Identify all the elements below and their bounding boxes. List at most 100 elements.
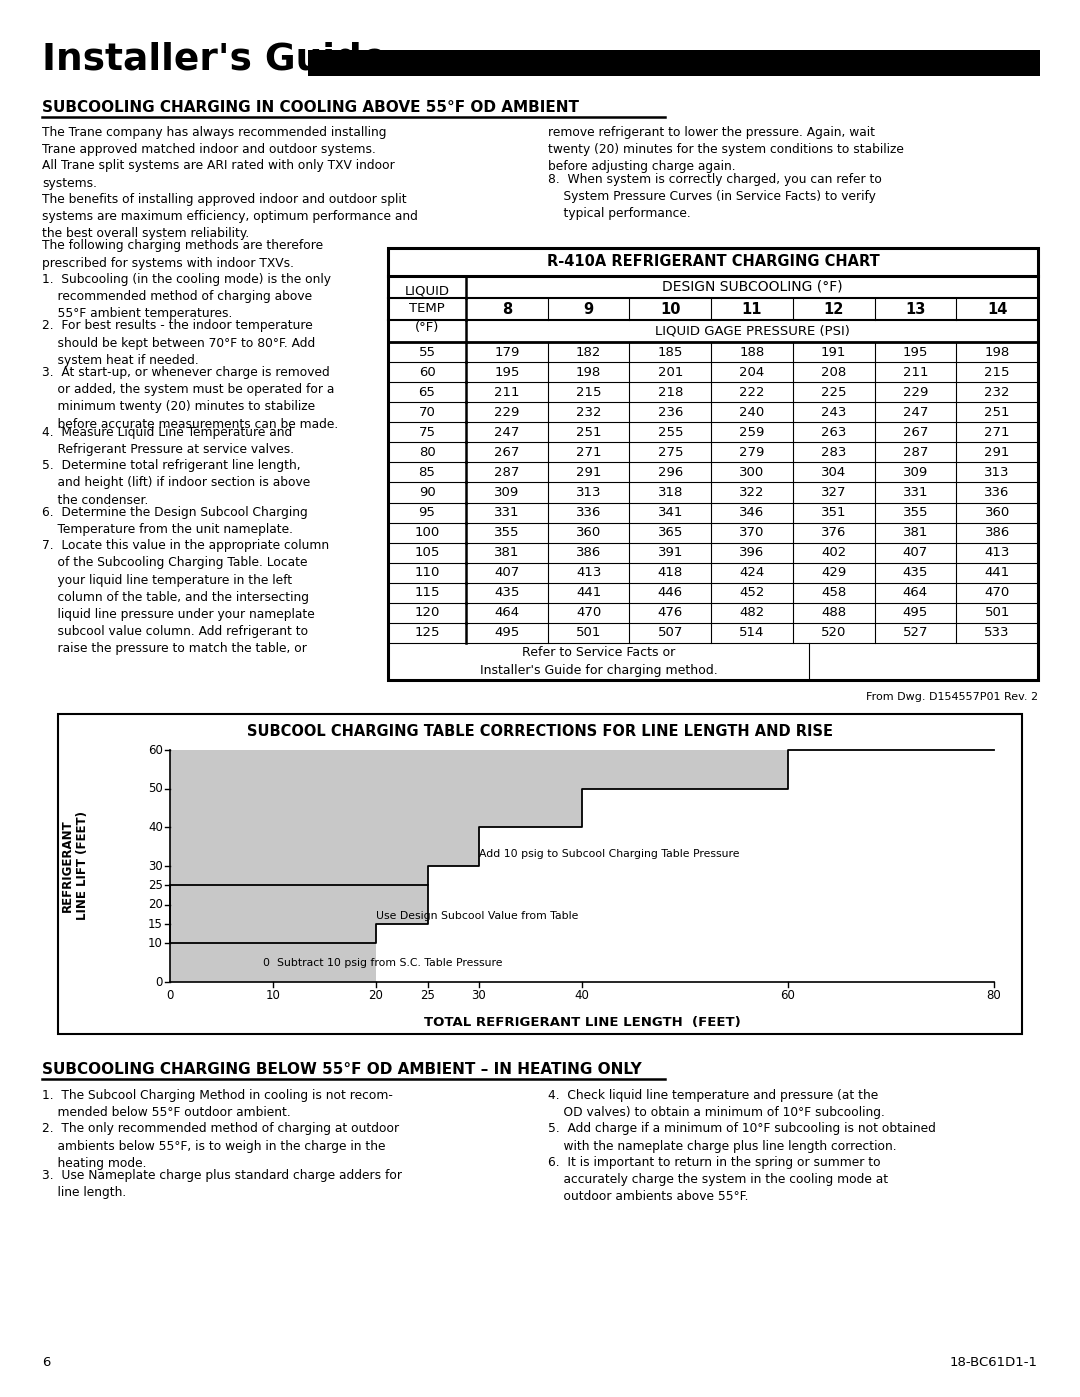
Text: 391: 391 bbox=[658, 546, 683, 559]
Text: The following charging methods are therefore
prescribed for systems with indoor : The following charging methods are there… bbox=[42, 239, 323, 270]
Text: 267: 267 bbox=[903, 426, 928, 439]
Text: 476: 476 bbox=[658, 606, 683, 619]
Text: 464: 464 bbox=[495, 606, 519, 619]
Text: 527: 527 bbox=[903, 626, 928, 640]
Text: 263: 263 bbox=[821, 426, 847, 439]
Text: 229: 229 bbox=[495, 405, 519, 419]
Text: 4.  Check liquid line temperature and pressure (at the
    OD valves) to obtain : 4. Check liquid line temperature and pre… bbox=[548, 1090, 885, 1119]
Text: 5.  Determine total refrigerant line length,
    and height (lift) if indoor sec: 5. Determine total refrigerant line leng… bbox=[42, 460, 310, 507]
Text: 4.  Measure Liquid Line Temperature and
    Refrigerant Pressure at service valv: 4. Measure Liquid Line Temperature and R… bbox=[42, 426, 294, 455]
Text: TOTAL REFRIGERANT LINE LENGTH  (FEET): TOTAL REFRIGERANT LINE LENGTH (FEET) bbox=[423, 1016, 741, 1030]
Text: 355: 355 bbox=[903, 506, 928, 520]
Text: 8.  When system is correctly charged, you can refer to
    System Pressure Curve: 8. When system is correctly charged, you… bbox=[548, 173, 882, 219]
Text: 232: 232 bbox=[576, 405, 602, 419]
Text: 60: 60 bbox=[419, 366, 435, 379]
Text: 291: 291 bbox=[576, 467, 602, 479]
Text: 488: 488 bbox=[821, 606, 847, 619]
Text: 18-BC61D1-1: 18-BC61D1-1 bbox=[950, 1356, 1038, 1369]
Text: 435: 435 bbox=[903, 566, 928, 580]
Text: 95: 95 bbox=[419, 506, 435, 520]
Text: 204: 204 bbox=[740, 366, 765, 379]
Text: 12: 12 bbox=[824, 302, 843, 317]
Text: 370: 370 bbox=[740, 527, 765, 539]
Text: 381: 381 bbox=[495, 546, 519, 559]
Text: 6.  It is important to return in the spring or summer to
    accurately charge t: 6. It is important to return in the spri… bbox=[548, 1155, 888, 1203]
Text: 279: 279 bbox=[740, 446, 765, 458]
Text: 8: 8 bbox=[502, 302, 512, 317]
Text: 322: 322 bbox=[739, 486, 765, 499]
Text: 304: 304 bbox=[821, 467, 847, 479]
Text: 80: 80 bbox=[419, 446, 435, 458]
Text: The Trane company has always recommended installing
Trane approved matched indoo: The Trane company has always recommended… bbox=[42, 126, 387, 156]
Text: 386: 386 bbox=[985, 527, 1010, 539]
Bar bbox=[308, 50, 1040, 75]
Text: 211: 211 bbox=[495, 386, 519, 398]
Text: 313: 313 bbox=[984, 467, 1010, 479]
Text: SUBCOOL CHARGING TABLE CORRECTIONS FOR LINE LENGTH AND RISE: SUBCOOL CHARGING TABLE CORRECTIONS FOR L… bbox=[247, 724, 833, 739]
Text: 50: 50 bbox=[148, 782, 163, 795]
Text: 10: 10 bbox=[148, 937, 163, 950]
Text: 413: 413 bbox=[985, 546, 1010, 559]
Text: 80: 80 bbox=[987, 989, 1001, 1002]
Text: 495: 495 bbox=[903, 606, 928, 619]
Text: 5.  Add charge if a minimum of 10°F subcooling is not obtained
    with the name: 5. Add charge if a minimum of 10°F subco… bbox=[548, 1122, 936, 1153]
Text: 300: 300 bbox=[740, 467, 765, 479]
Text: 125: 125 bbox=[415, 626, 440, 640]
Bar bbox=[388, 249, 1038, 680]
Text: 464: 464 bbox=[903, 587, 928, 599]
Text: 287: 287 bbox=[903, 446, 928, 458]
Text: R-410A REFRIGERANT CHARGING CHART: R-410A REFRIGERANT CHARGING CHART bbox=[546, 254, 879, 270]
Text: SUBCOOLING CHARGING IN COOLING ABOVE 55°F OD AMBIENT: SUBCOOLING CHARGING IN COOLING ABOVE 55°… bbox=[42, 101, 579, 115]
Text: 185: 185 bbox=[658, 345, 683, 359]
Text: 271: 271 bbox=[984, 426, 1010, 439]
Text: 182: 182 bbox=[576, 345, 602, 359]
Text: 0  Subtract 10 psig from S.C. Table Pressure: 0 Subtract 10 psig from S.C. Table Press… bbox=[264, 958, 502, 968]
Text: 341: 341 bbox=[658, 506, 683, 520]
Text: 30: 30 bbox=[148, 859, 163, 873]
Text: 60: 60 bbox=[148, 743, 163, 757]
Text: 85: 85 bbox=[419, 467, 435, 479]
Text: 208: 208 bbox=[821, 366, 847, 379]
Text: 13: 13 bbox=[905, 302, 926, 317]
Text: 495: 495 bbox=[495, 626, 519, 640]
Text: 271: 271 bbox=[576, 446, 602, 458]
Text: 429: 429 bbox=[821, 566, 847, 580]
Text: 482: 482 bbox=[740, 606, 765, 619]
Text: 501: 501 bbox=[985, 606, 1010, 619]
Text: All Trane split systems are ARI rated with only TXV indoor
systems.: All Trane split systems are ARI rated wi… bbox=[42, 159, 395, 190]
Text: 283: 283 bbox=[821, 446, 847, 458]
Text: 355: 355 bbox=[495, 527, 519, 539]
Polygon shape bbox=[170, 943, 376, 982]
Text: 381: 381 bbox=[903, 527, 928, 539]
Text: 2.  The only recommended method of charging at outdoor
    ambients below 55°F, : 2. The only recommended method of chargi… bbox=[42, 1122, 400, 1169]
Text: 225: 225 bbox=[821, 386, 847, 398]
Text: 402: 402 bbox=[821, 546, 847, 559]
Text: 346: 346 bbox=[740, 506, 765, 520]
Text: 1.  Subcooling (in the cooling mode) is the only
    recommended method of charg: 1. Subcooling (in the cooling mode) is t… bbox=[42, 272, 330, 320]
Text: 90: 90 bbox=[419, 486, 435, 499]
Text: 20: 20 bbox=[148, 898, 163, 911]
Text: 215: 215 bbox=[576, 386, 602, 398]
Text: DESIGN SUBCOOLING (°F): DESIGN SUBCOOLING (°F) bbox=[662, 279, 842, 293]
Text: The benefits of installing approved indoor and outdoor split
systems are maximum: The benefits of installing approved indo… bbox=[42, 193, 418, 240]
Polygon shape bbox=[170, 886, 428, 943]
Text: 360: 360 bbox=[576, 527, 602, 539]
Text: 120: 120 bbox=[415, 606, 440, 619]
Text: 360: 360 bbox=[985, 506, 1010, 520]
Text: 313: 313 bbox=[576, 486, 602, 499]
Text: 229: 229 bbox=[903, 386, 928, 398]
Text: 232: 232 bbox=[984, 386, 1010, 398]
Text: 396: 396 bbox=[740, 546, 765, 559]
Text: 424: 424 bbox=[740, 566, 765, 580]
Text: 327: 327 bbox=[821, 486, 847, 499]
Text: 247: 247 bbox=[495, 426, 519, 439]
Text: 179: 179 bbox=[495, 345, 519, 359]
Text: 195: 195 bbox=[495, 366, 519, 379]
Text: 25: 25 bbox=[420, 989, 435, 1002]
Text: 14: 14 bbox=[987, 302, 1008, 317]
Text: LIQUID GAGE PRESSURE (PSI): LIQUID GAGE PRESSURE (PSI) bbox=[654, 324, 850, 338]
Text: 20: 20 bbox=[368, 989, 383, 1002]
Text: 365: 365 bbox=[658, 527, 683, 539]
Text: 446: 446 bbox=[658, 587, 683, 599]
Text: 110: 110 bbox=[415, 566, 440, 580]
